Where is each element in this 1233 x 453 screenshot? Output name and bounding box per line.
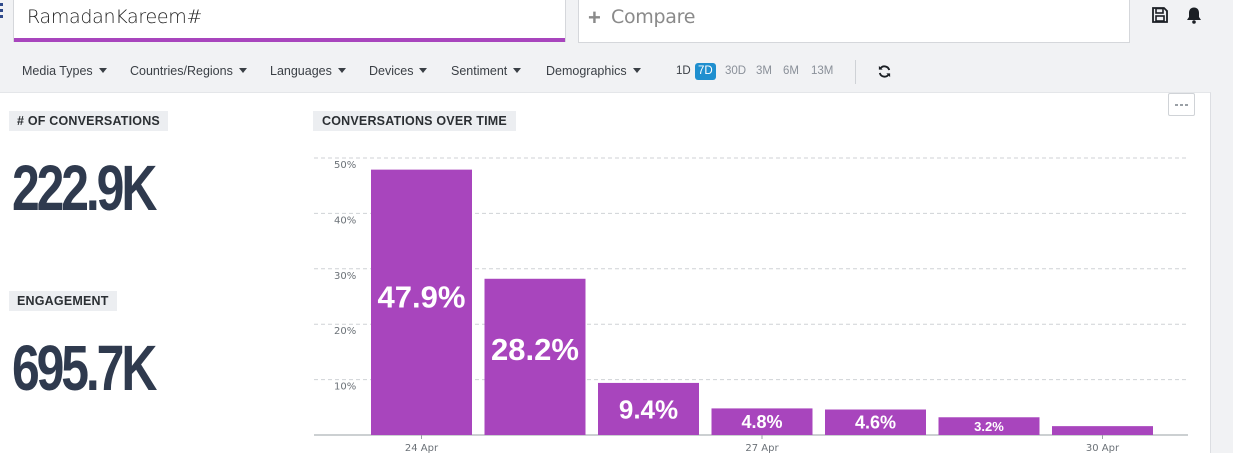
chart-bar xyxy=(938,417,1040,435)
filter-devices[interactable]: Devices xyxy=(369,64,428,78)
chart-bar xyxy=(1052,426,1153,435)
filter-sentiment[interactable]: Sentiment xyxy=(451,64,522,78)
caret-down-icon xyxy=(238,68,247,73)
caret-down-icon xyxy=(337,68,346,73)
y-tick-label: 10% xyxy=(334,382,356,393)
filter-countries-regions[interactable]: Countries/Regions xyxy=(130,64,247,78)
compare-label[interactable]: Compare xyxy=(611,6,696,28)
chart-bar xyxy=(371,169,472,435)
y-tick-label: 20% xyxy=(334,326,356,337)
bar-data-label: 4.8% xyxy=(741,412,782,432)
filter-bar: Media Types Countries/Regions Languages … xyxy=(0,52,1233,92)
range-3m[interactable]: 3M xyxy=(756,65,772,77)
x-tick-label: 27 Apr xyxy=(745,443,779,453)
range-30d[interactable]: 30D xyxy=(725,65,747,77)
range-1d[interactable]: 1D xyxy=(676,65,691,77)
plus-icon[interactable]: + xyxy=(588,5,601,30)
conversations-value: 222.9K xyxy=(12,152,157,224)
y-tick-label: 30% xyxy=(334,271,356,282)
chart-bar xyxy=(484,278,586,435)
bar-data-label: 4.6% xyxy=(855,413,896,433)
more-options-button[interactable] xyxy=(1168,93,1195,116)
caret-down-icon xyxy=(98,68,107,73)
main-panel: # OF CONVERSATIONS 222.9K ENGAGEMENT 695… xyxy=(0,92,1211,453)
y-tick-label: 50% xyxy=(334,160,356,171)
chart-bar xyxy=(598,382,699,435)
conversations-over-time-chart: 10% 20% 30% 40% 50% 47.9% 28.2% 9.4% 4.8% 4.6% 3.2… xyxy=(314,157,1188,453)
search-query-box[interactable]: RamadanKareem# xyxy=(13,0,566,42)
engagement-value: 695.7K xyxy=(12,332,157,404)
conversations-label: # OF CONVERSATIONS xyxy=(9,111,168,131)
bar-data-label: 28.2% xyxy=(491,332,579,367)
search-query-text[interactable]: RamadanKareem# xyxy=(27,6,203,28)
range-7d[interactable]: 7D xyxy=(695,63,716,80)
filter-label: Devices xyxy=(369,64,414,78)
filter-label: Sentiment xyxy=(451,64,508,78)
filter-demographics[interactable]: Demographics xyxy=(546,64,641,78)
range-13m[interactable]: 13M xyxy=(811,65,834,77)
engagement-label: ENGAGEMENT xyxy=(9,291,117,311)
search-query-underline xyxy=(14,38,565,42)
bar-data-label: 3.2% xyxy=(974,419,1004,434)
chart-title: CONVERSATIONS OVER TIME xyxy=(313,111,516,131)
x-tick-label: 30 Apr xyxy=(1086,443,1120,453)
filter-label: Countries/Regions xyxy=(130,64,233,78)
save-icon[interactable] xyxy=(1150,5,1170,25)
range-6m[interactable]: 6M xyxy=(783,65,799,77)
chart-bar xyxy=(825,409,926,435)
toolbar-divider xyxy=(855,60,856,84)
bell-icon[interactable] xyxy=(1184,5,1204,25)
caret-down-icon xyxy=(632,68,641,73)
bar-data-label: 9.4% xyxy=(619,394,678,424)
filter-media-types[interactable]: Media Types xyxy=(22,64,107,78)
filter-label: Demographics xyxy=(546,64,627,78)
caret-down-icon xyxy=(419,68,428,73)
refresh-icon[interactable] xyxy=(877,64,892,79)
filter-label: Languages xyxy=(270,64,332,78)
chart-bar xyxy=(711,408,813,435)
filter-languages[interactable]: Languages xyxy=(270,64,346,78)
filter-label: Media Types xyxy=(22,64,93,78)
bar-data-label: 47.9% xyxy=(378,280,466,315)
y-tick-label: 40% xyxy=(334,215,356,226)
compare-box[interactable]: + Compare xyxy=(578,0,1130,43)
more-icon xyxy=(1175,104,1189,106)
drag-handle-icon[interactable] xyxy=(0,3,3,21)
x-tick-label: 24 Apr xyxy=(405,443,439,453)
caret-down-icon xyxy=(513,68,522,73)
